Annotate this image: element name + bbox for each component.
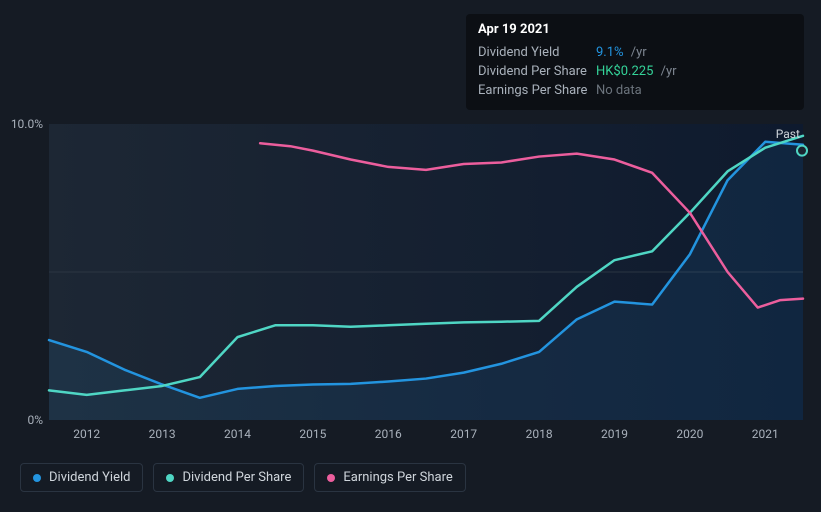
legend-dot — [327, 474, 335, 482]
svg-text:2012: 2012 — [73, 427, 100, 441]
svg-text:2014: 2014 — [224, 427, 251, 441]
svg-text:2013: 2013 — [149, 427, 176, 441]
tooltip-date: Apr 19 2021 — [478, 22, 792, 37]
tooltip-row: Dividend Yield9.1% /yr — [478, 43, 792, 62]
tooltip-row: Dividend Per ShareHK$0.225 /yr — [478, 62, 792, 81]
tooltip-unit: /yr — [657, 64, 676, 79]
legend-dot — [33, 474, 41, 482]
svg-text:2021: 2021 — [752, 427, 779, 441]
legend-label: Dividend Per Share — [182, 470, 291, 485]
tooltip-value: 9.1% /yr — [596, 45, 647, 60]
svg-text:2020: 2020 — [676, 427, 703, 441]
svg-text:2018: 2018 — [526, 427, 553, 441]
tooltip-value: No data — [596, 83, 642, 98]
svg-text:10.0%: 10.0% — [11, 117, 43, 131]
tooltip-label: Earnings Per Share — [478, 83, 596, 98]
legend-item[interactable]: Dividend Per Share — [153, 463, 304, 492]
legend-item[interactable]: Earnings Per Share — [314, 463, 465, 492]
tooltip-card: Apr 19 2021 Dividend Yield9.1% /yrDivide… — [466, 14, 804, 110]
legend-dot — [166, 474, 174, 482]
svg-text:2015: 2015 — [299, 427, 326, 441]
svg-text:2019: 2019 — [601, 427, 628, 441]
legend-item[interactable]: Dividend Yield — [20, 463, 143, 492]
svg-text:0%: 0% — [27, 413, 43, 427]
legend-label: Earnings Per Share — [343, 470, 452, 485]
tooltip-unit: /yr — [628, 45, 647, 60]
tooltip-label: Dividend Yield — [478, 45, 596, 60]
tooltip-label: Dividend Per Share — [478, 64, 596, 79]
legend: Dividend Yield Dividend Per Share Earnings… — [20, 463, 466, 492]
legend-label: Dividend Yield — [49, 470, 130, 485]
tooltip-row: Earnings Per ShareNo data — [478, 81, 792, 100]
svg-text:2017: 2017 — [450, 427, 477, 441]
tooltip-value: HK$0.225 /yr — [596, 64, 677, 79]
svg-text:2016: 2016 — [375, 427, 402, 441]
svg-text:Past: Past — [776, 127, 800, 141]
